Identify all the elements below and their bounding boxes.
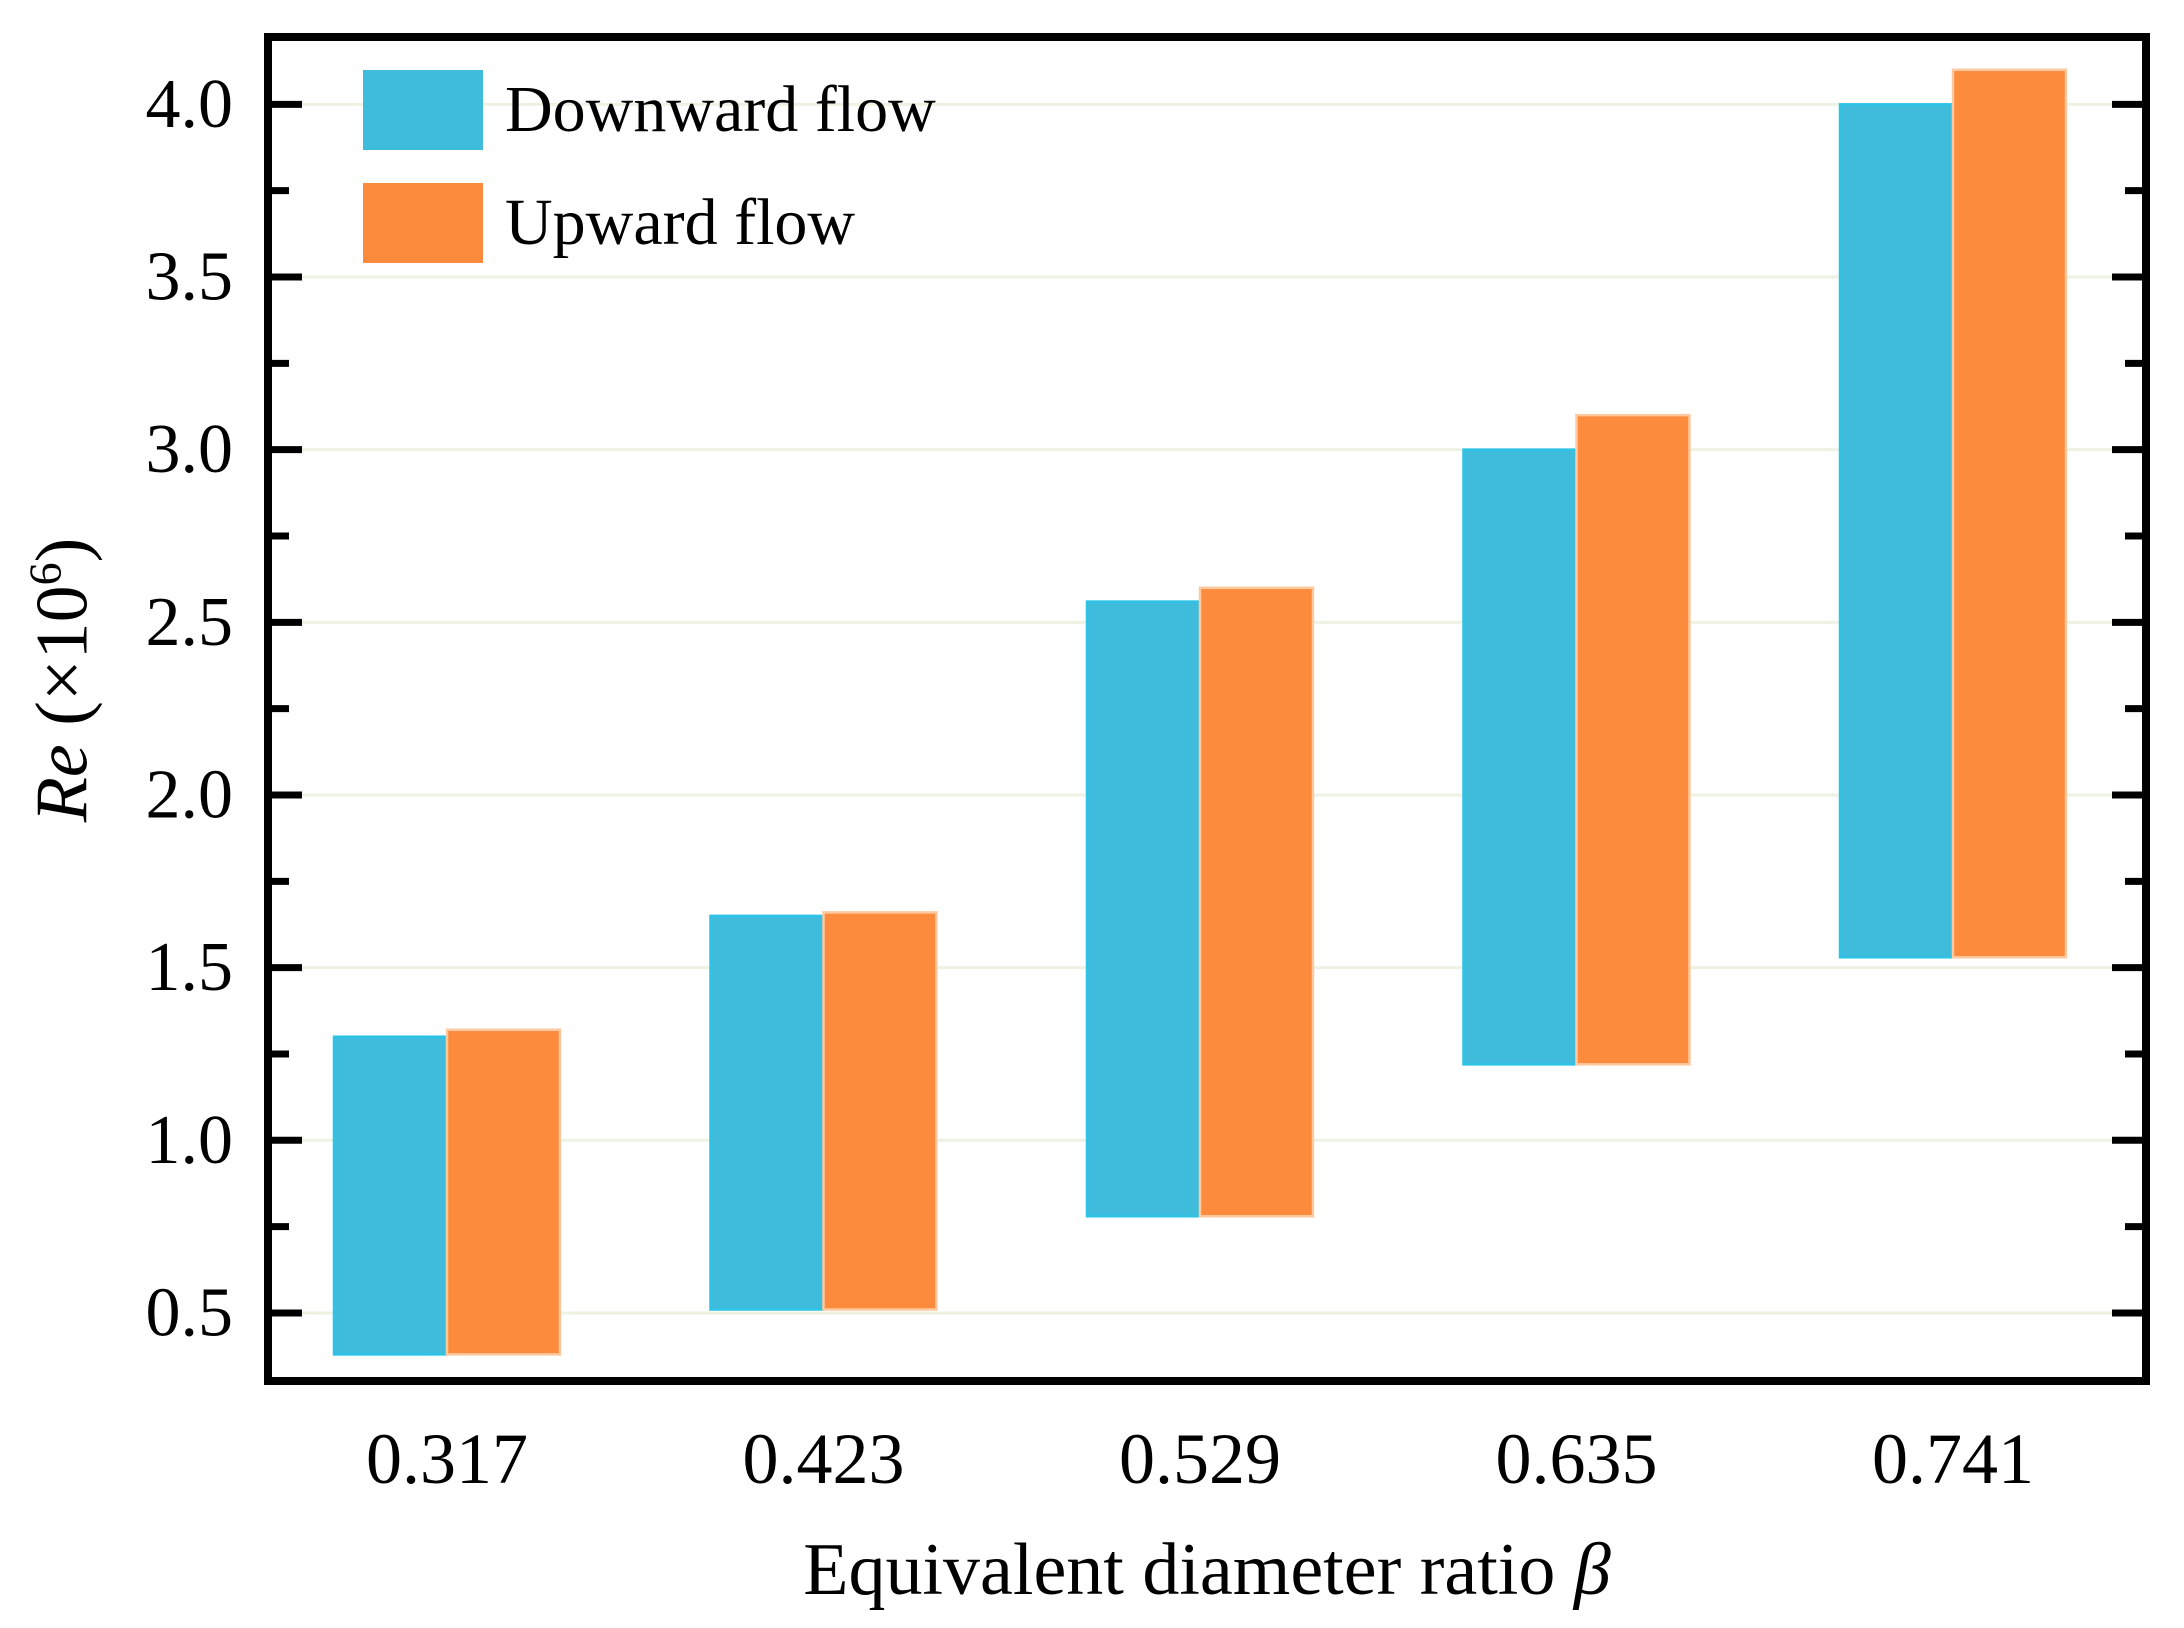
y-tick-label: 3.5 (146, 239, 234, 316)
x-tick-label: 0.529 (1119, 1419, 1281, 1499)
plot-frame (264, 33, 2150, 1385)
bar-downward-flow-0.423 (709, 914, 825, 1311)
x-axis-title-text: Equivalent diameter ratio (803, 1529, 1556, 1611)
bar-upward-flow-0.423 (822, 911, 938, 1311)
legend-item-downward: Downward flow (363, 70, 936, 150)
bar-downward-flow-0.741 (1838, 103, 1955, 959)
bar-upward-flow-0.317 (445, 1028, 562, 1356)
bar-upward-flow-0.529 (1198, 586, 1315, 1218)
legend-swatch-upward-flow (363, 183, 483, 263)
y-tick-label: 1.0 (146, 1102, 234, 1179)
x-tick-label: 0.317 (366, 1419, 528, 1499)
bar-downward-flow-0.317 (332, 1035, 449, 1356)
y-tick-label: 2.5 (146, 584, 234, 661)
legend-label-upward-flow: Upward flow (505, 186, 856, 259)
y-axis-title-post: ) (21, 537, 104, 563)
y-tick-label: 1.5 (146, 929, 234, 1006)
y-axis-title-pre: (×10 (21, 585, 104, 726)
y-tick-label: 2.0 (146, 756, 234, 833)
y-axis-title: Re (×106) (19, 538, 106, 823)
x-axis-title-symbol: β (1573, 1529, 1611, 1611)
legend-label-downward-flow: Downward flow (505, 73, 936, 146)
y-tick-label: 0.5 (146, 1274, 234, 1351)
x-tick-label: 0.741 (1872, 1419, 2034, 1499)
y-tick-label: 3.0 (146, 411, 234, 488)
bar-downward-flow-0.529 (1085, 600, 1202, 1218)
bar-upward-flow-0.741 (1951, 68, 2068, 959)
y-axis-title-italic: Re (21, 744, 104, 823)
x-axis-title: Equivalent diameter ratio β (268, 1528, 2146, 1613)
x-tick-label: 0.635 (1496, 1419, 1658, 1499)
bar-upward-flow-0.635 (1575, 413, 1691, 1066)
legend: Downward flow Upward flow (363, 70, 936, 296)
legend-item-upward: Upward flow (363, 183, 936, 263)
x-tick-label: 0.423 (743, 1419, 905, 1499)
y-tick-label: 4.0 (146, 66, 234, 143)
y-axis-title-exponent: 6 (19, 562, 71, 586)
legend-swatch-downward-flow (363, 70, 483, 150)
bar-downward-flow-0.635 (1462, 448, 1578, 1066)
